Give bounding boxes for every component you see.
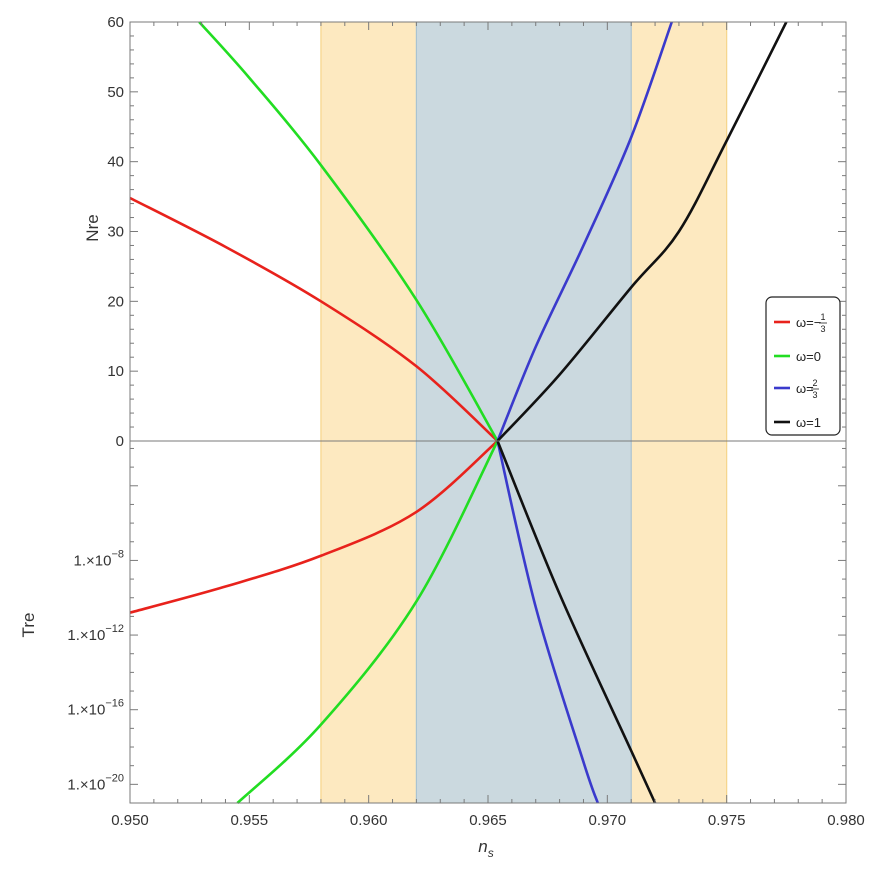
bottom-y-tick-label: 1.×10−16 — [67, 698, 124, 719]
top-curve-blue — [496, 21, 673, 442]
x-tick-label: 0.960 — [350, 812, 388, 829]
legend-label-prefix: ω=− — [796, 315, 821, 330]
tick-labels: 0.950 0.955 0.960 0.965 0.970 0.975 0.980 0 10 20… — [67, 14, 864, 829]
x-tick-label: 0.955 — [231, 812, 269, 829]
legend-label-numerator: 2 — [812, 378, 817, 388]
x-tick-label: 0.970 — [589, 812, 627, 829]
legend-label-denominator: 3 — [820, 324, 825, 334]
legend: ω=− 1 3 ω=0 ω=2 3 ω=1 — [765, 296, 841, 436]
legend-label-prefix: ω= — [796, 381, 814, 396]
shaded-bands — [320, 22, 728, 803]
legend-label-red: ω=− 1 3 — [796, 312, 827, 334]
top-curve-black — [496, 21, 788, 442]
top-y-tick-label: 40 — [107, 154, 124, 171]
legend-label-denominator: 3 — [812, 390, 817, 400]
top-y-tick-label: 0 — [116, 433, 124, 450]
legend-label-numerator: 1 — [820, 312, 825, 322]
bottom-curve-black — [496, 440, 657, 804]
bottom-y-axis-label: Tre — [19, 613, 38, 638]
x-tick-label: 0.950 — [111, 812, 149, 829]
x-tick-label: 0.980 — [827, 812, 865, 829]
top-y-tick-label: 50 — [107, 84, 124, 101]
legend-box — [765, 296, 841, 436]
bottom-curve-blue — [496, 440, 600, 804]
ticks — [129, 21, 847, 804]
top-curve-red — [129, 196, 499, 442]
x-tick-label: 0.975 — [708, 812, 746, 829]
legend-label-blue: ω=2 3 — [796, 378, 819, 400]
top-y-tick-label: 10 — [107, 363, 124, 380]
x-axis-label: ns — [478, 837, 493, 860]
top-y-tick-label: 30 — [107, 224, 124, 241]
bottom-y-tick-label: 1.×10−12 — [67, 623, 124, 644]
x-tick-label: 0.965 — [469, 812, 507, 829]
top-y-axis-label: Nre — [83, 214, 102, 241]
bottom-y-tick-label: 1.×10−8 — [73, 548, 124, 569]
bottom-curve-red — [129, 440, 499, 614]
bottom-curve-green — [236, 440, 499, 804]
legend-label-green: ω=0 — [796, 349, 821, 364]
legend-label-black: ω=1 — [796, 415, 821, 430]
top-y-tick-label: 60 — [107, 14, 124, 31]
top-y-tick-label: 20 — [107, 293, 124, 310]
curves — [129, 21, 788, 804]
bottom-y-tick-label: 1.×10−20 — [67, 772, 124, 793]
top-curve-green — [198, 21, 499, 442]
